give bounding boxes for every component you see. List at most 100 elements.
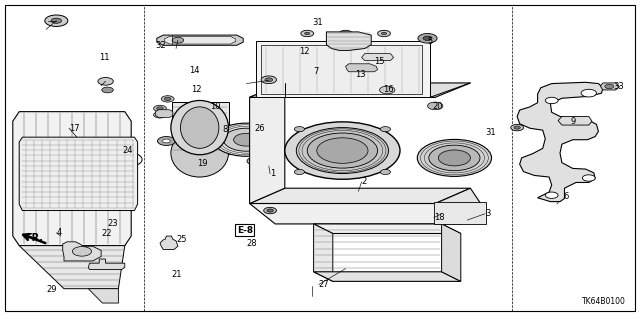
Polygon shape — [13, 112, 131, 246]
Text: 6: 6 — [563, 192, 568, 201]
Circle shape — [296, 128, 388, 174]
Circle shape — [213, 123, 280, 156]
Circle shape — [514, 126, 520, 129]
Circle shape — [177, 121, 188, 126]
Text: 28: 28 — [246, 239, 257, 248]
Text: 27: 27 — [319, 280, 330, 289]
Polygon shape — [250, 83, 470, 97]
Polygon shape — [261, 45, 422, 94]
Circle shape — [511, 124, 524, 131]
Circle shape — [429, 145, 480, 171]
Text: 11: 11 — [99, 53, 109, 62]
Polygon shape — [172, 102, 229, 154]
Circle shape — [51, 18, 61, 23]
Circle shape — [161, 96, 174, 102]
Circle shape — [172, 37, 184, 43]
Text: 3: 3 — [485, 209, 490, 218]
Circle shape — [157, 137, 175, 145]
Polygon shape — [558, 116, 592, 125]
Circle shape — [164, 97, 171, 100]
Text: 26: 26 — [255, 124, 266, 133]
Circle shape — [72, 247, 92, 256]
Ellipse shape — [171, 100, 228, 155]
Text: 13: 13 — [355, 70, 366, 78]
Polygon shape — [250, 188, 470, 204]
Polygon shape — [314, 272, 461, 281]
Text: 12: 12 — [300, 47, 310, 56]
Circle shape — [163, 139, 170, 143]
Polygon shape — [88, 259, 125, 270]
Circle shape — [423, 36, 432, 41]
Text: 21: 21 — [172, 271, 182, 279]
Text: 33: 33 — [613, 82, 624, 91]
Polygon shape — [326, 32, 371, 50]
Circle shape — [261, 76, 276, 84]
Polygon shape — [256, 41, 430, 97]
Circle shape — [317, 138, 368, 163]
Polygon shape — [164, 36, 236, 44]
Polygon shape — [442, 224, 461, 281]
Circle shape — [264, 207, 276, 214]
Text: 31: 31 — [485, 128, 496, 137]
Circle shape — [172, 119, 193, 129]
Polygon shape — [88, 289, 118, 303]
Circle shape — [343, 32, 348, 35]
Text: 18: 18 — [434, 213, 445, 222]
Circle shape — [339, 30, 352, 37]
Text: 19: 19 — [197, 159, 207, 168]
Text: TK64B0100: TK64B0100 — [582, 297, 626, 306]
Text: 32: 32 — [155, 41, 166, 50]
Circle shape — [154, 105, 166, 112]
Circle shape — [285, 122, 400, 179]
Circle shape — [545, 97, 558, 104]
Text: 16: 16 — [383, 85, 394, 94]
Circle shape — [301, 30, 314, 37]
Circle shape — [438, 150, 470, 166]
Text: 2: 2 — [362, 177, 367, 186]
Circle shape — [581, 89, 596, 97]
Text: 30: 30 — [189, 114, 200, 123]
Circle shape — [267, 209, 273, 212]
Circle shape — [234, 133, 259, 146]
Polygon shape — [362, 54, 394, 61]
Circle shape — [114, 152, 142, 167]
Circle shape — [417, 139, 492, 176]
Text: 12: 12 — [191, 85, 201, 94]
Circle shape — [265, 78, 273, 82]
Circle shape — [45, 15, 68, 26]
Circle shape — [418, 33, 437, 43]
Circle shape — [380, 169, 390, 174]
Text: 17: 17 — [69, 124, 80, 133]
Circle shape — [545, 192, 558, 198]
Text: 14: 14 — [189, 66, 199, 75]
Polygon shape — [434, 202, 486, 224]
Circle shape — [378, 30, 390, 37]
Circle shape — [102, 87, 113, 93]
Text: 23: 23 — [108, 219, 118, 228]
Circle shape — [247, 157, 262, 165]
Circle shape — [305, 32, 310, 35]
Text: 15: 15 — [374, 57, 385, 66]
Circle shape — [380, 86, 395, 94]
Circle shape — [582, 175, 595, 181]
Polygon shape — [19, 246, 125, 289]
Text: FR.: FR. — [25, 233, 43, 243]
Text: 24: 24 — [462, 156, 472, 165]
Polygon shape — [250, 204, 461, 224]
Text: 20: 20 — [432, 102, 442, 111]
Polygon shape — [156, 110, 173, 117]
Text: 7: 7 — [314, 67, 319, 76]
Text: 4: 4 — [56, 228, 61, 237]
Circle shape — [294, 127, 305, 132]
Circle shape — [307, 133, 378, 168]
Text: 29: 29 — [46, 285, 56, 294]
Text: 10: 10 — [210, 102, 220, 111]
Text: 25: 25 — [176, 235, 186, 244]
Polygon shape — [63, 242, 101, 261]
Text: 8: 8 — [223, 125, 228, 134]
Text: 24: 24 — [123, 146, 133, 155]
Text: 5: 5 — [428, 37, 433, 46]
Ellipse shape — [171, 129, 228, 177]
Polygon shape — [600, 83, 620, 90]
Polygon shape — [346, 64, 378, 72]
